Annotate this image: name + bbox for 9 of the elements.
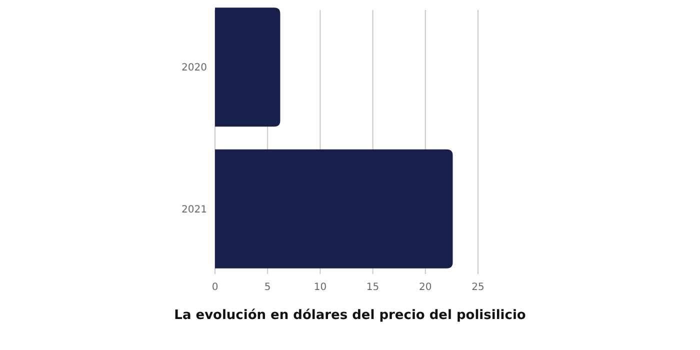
x-tick-label: 20: [419, 282, 432, 293]
x-tick-label: 5: [264, 282, 271, 293]
y-tick-label: 2021: [182, 204, 207, 216]
x-tick-label: 0: [212, 282, 218, 293]
x-tick-label: 10: [314, 282, 327, 293]
x-tick-label: 25: [472, 282, 484, 293]
x-tick-label: 15: [366, 282, 380, 293]
x-axis-title: La evolución en dólares del precio del polisilicio: [174, 308, 526, 323]
y-tick-label: 2020: [182, 62, 207, 74]
